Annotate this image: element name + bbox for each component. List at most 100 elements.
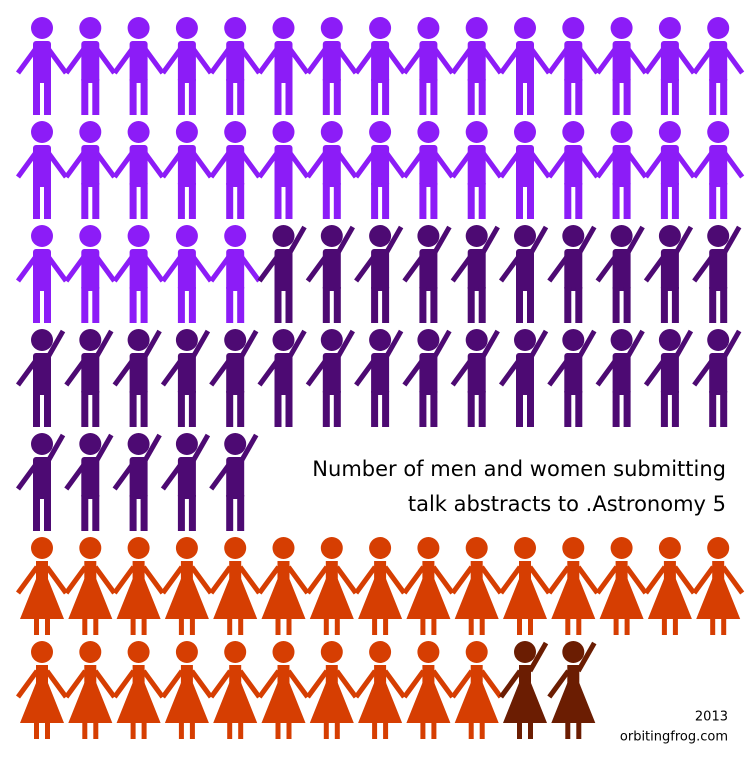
woman-icon	[450, 641, 503, 739]
man-icon	[402, 329, 452, 427]
arm	[257, 669, 281, 699]
leg	[285, 391, 293, 427]
leg	[564, 287, 572, 323]
man-icon	[209, 17, 262, 115]
leg	[274, 391, 282, 427]
leg	[178, 619, 184, 635]
torso	[564, 249, 583, 291]
head	[417, 121, 440, 143]
dress	[68, 579, 113, 619]
leg	[623, 79, 631, 115]
leg	[478, 391, 486, 427]
leg	[81, 391, 89, 427]
leg	[275, 619, 281, 635]
dress	[261, 579, 306, 619]
arm	[141, 669, 165, 699]
woman-icon	[498, 537, 552, 635]
man-icon	[643, 225, 694, 323]
leg	[576, 619, 582, 635]
leg	[322, 287, 330, 323]
head	[31, 641, 53, 663]
head	[175, 121, 198, 143]
arm	[479, 669, 503, 699]
torso	[226, 41, 245, 83]
leg	[226, 183, 234, 219]
head	[707, 121, 730, 143]
head	[562, 537, 585, 559]
torso	[33, 145, 51, 187]
leg	[575, 391, 583, 427]
dress	[696, 579, 741, 619]
woman-icon	[15, 641, 69, 739]
leg	[34, 723, 39, 739]
head	[272, 537, 295, 559]
arm	[402, 565, 426, 595]
leg	[478, 79, 486, 115]
arm	[189, 565, 213, 595]
leg	[286, 723, 292, 739]
arm	[527, 565, 552, 595]
leg	[237, 79, 245, 115]
torso	[470, 561, 483, 583]
arm	[431, 565, 455, 595]
leg	[372, 619, 378, 635]
torso	[612, 353, 631, 395]
torso	[84, 665, 97, 687]
leg	[189, 723, 195, 739]
leg	[82, 619, 88, 635]
man-icon	[402, 121, 455, 219]
man-icon	[160, 17, 213, 115]
leg	[516, 183, 523, 219]
man-icon	[354, 17, 407, 115]
torso	[132, 561, 145, 583]
dress	[309, 579, 354, 619]
head	[514, 329, 536, 351]
leg	[661, 619, 667, 635]
man-icon	[450, 225, 500, 323]
leg	[623, 183, 631, 219]
leg	[371, 79, 379, 115]
leg	[709, 391, 717, 427]
torso	[516, 353, 534, 395]
torso	[516, 145, 534, 187]
torso	[129, 145, 148, 187]
man-icon	[15, 121, 69, 219]
head	[369, 329, 392, 351]
head	[272, 641, 295, 663]
arm	[595, 565, 619, 595]
leg	[430, 79, 438, 115]
man-icon	[112, 329, 162, 427]
torso	[519, 561, 531, 583]
footer-source: orbitingfrog.com	[620, 730, 728, 745]
leg	[44, 79, 51, 115]
head	[175, 433, 198, 455]
torso	[567, 561, 580, 583]
leg	[274, 79, 282, 115]
man-icon	[692, 329, 742, 427]
leg	[527, 391, 534, 427]
woman-icon	[305, 537, 358, 635]
leg	[382, 391, 390, 427]
dress	[406, 683, 451, 723]
arm	[692, 565, 716, 595]
head	[658, 329, 681, 351]
arm	[141, 565, 165, 595]
man-icon	[692, 121, 745, 219]
leg	[528, 619, 533, 635]
torso	[36, 665, 48, 687]
leg	[333, 79, 341, 115]
leg	[372, 723, 378, 739]
man-icon	[402, 225, 452, 323]
leg	[528, 723, 533, 739]
man-icon	[643, 329, 694, 427]
leg	[623, 287, 631, 323]
torso	[36, 561, 48, 583]
leg	[33, 287, 40, 323]
arm	[721, 565, 745, 595]
leg	[516, 287, 523, 323]
head	[272, 17, 295, 39]
woman-icon	[547, 641, 597, 739]
leg	[227, 619, 233, 635]
leg	[467, 183, 475, 219]
torso	[519, 665, 531, 687]
